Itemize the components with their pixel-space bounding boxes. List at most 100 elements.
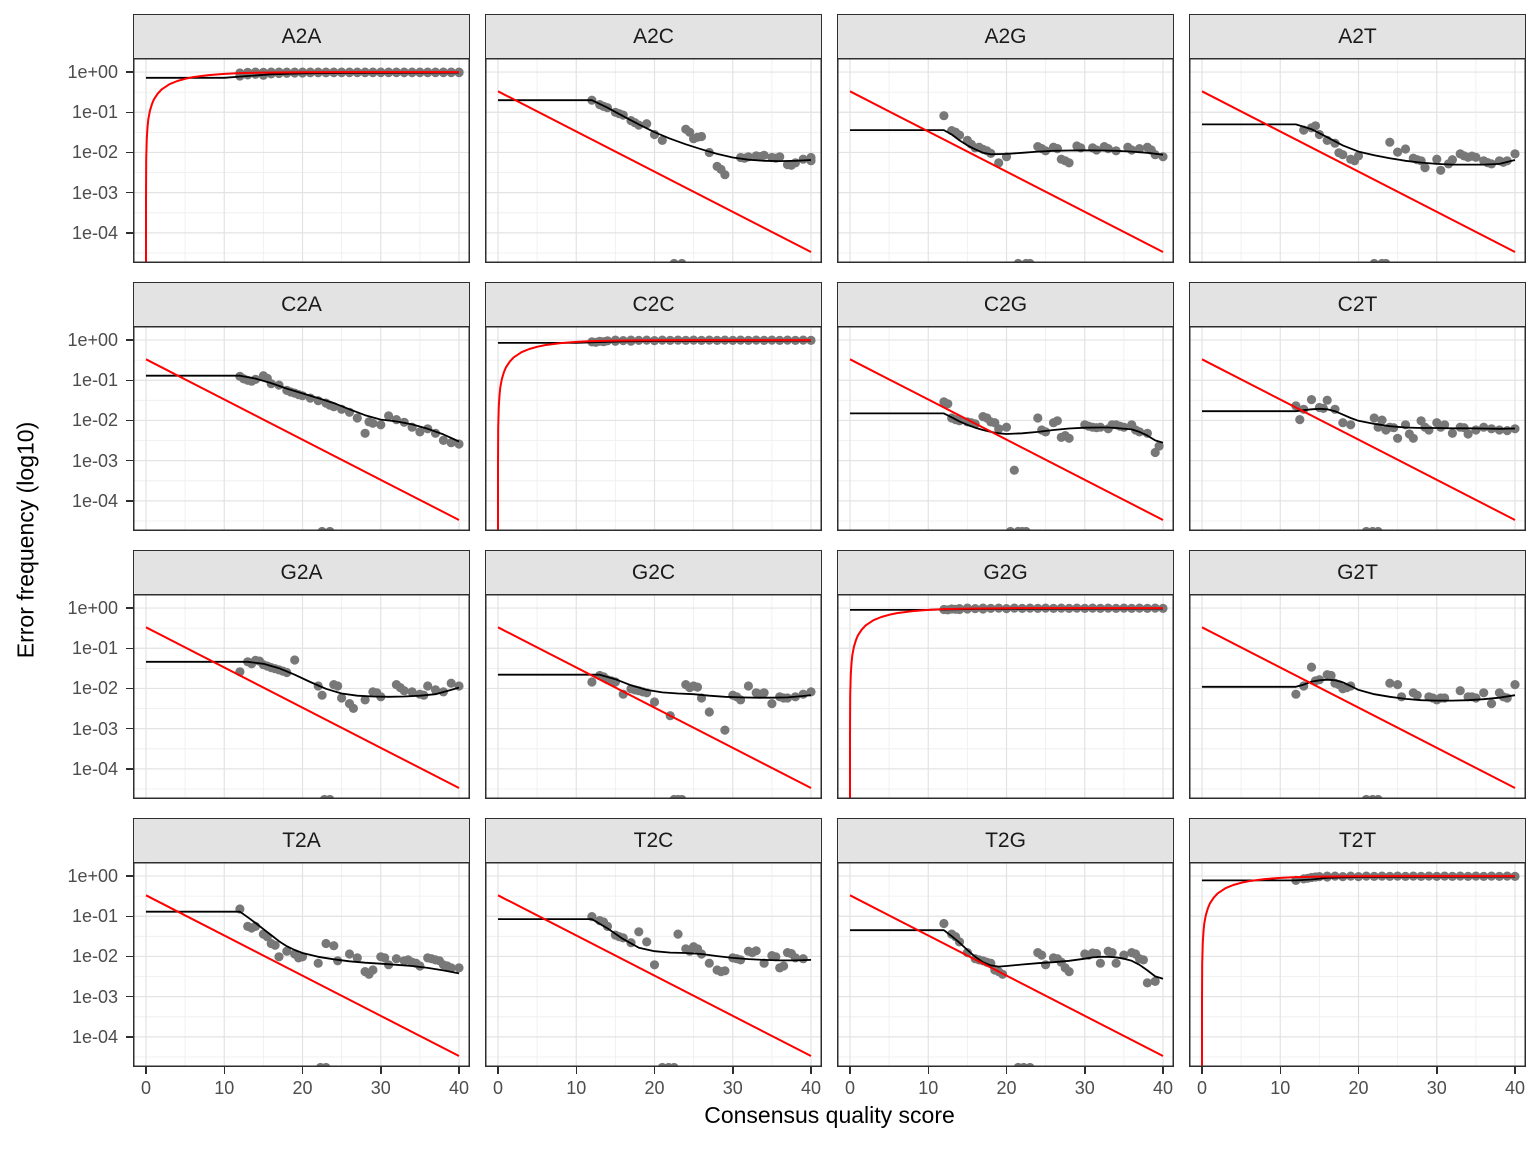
- nominal-q-line: [1201, 626, 1516, 789]
- nominal-q-line: [145, 358, 460, 521]
- panel-border: [485, 862, 822, 1067]
- y-tick-mark: [126, 111, 133, 113]
- nominal-q-line: [1201, 875, 1515, 1067]
- y-tick-mark: [126, 232, 133, 234]
- panel-border: [837, 58, 1174, 263]
- facet-strip: T2G: [837, 818, 1174, 862]
- x-tick-label: 40: [800, 1078, 822, 1098]
- facet-strip: C2G: [837, 282, 1174, 326]
- x-tick-mark: [927, 1067, 929, 1074]
- x-tick-mark: [380, 1067, 382, 1074]
- x-tick-mark: [1436, 1067, 1438, 1074]
- facet-label: T2C: [633, 828, 674, 852]
- gridlines: [1189, 594, 1526, 799]
- x-tick-mark: [1201, 1067, 1203, 1074]
- x-tick-label: 10: [214, 1078, 235, 1098]
- gridlines: [485, 862, 822, 1067]
- x-tick-label: 10: [566, 1078, 587, 1098]
- x-tick-mark: [1279, 1067, 1281, 1074]
- gridlines: [133, 326, 470, 531]
- data-layer: [849, 90, 1168, 263]
- facet-panel: [837, 594, 1174, 799]
- y-tick-label: 1e+00: [67, 866, 118, 887]
- facet-label: A2C: [633, 24, 674, 48]
- nominal-q-line: [849, 358, 1164, 521]
- nominal-q-line: [497, 339, 811, 531]
- facet-C2G: C2G: [837, 282, 1174, 531]
- data-layer: [145, 67, 464, 263]
- x-tick-label: 20: [996, 1078, 1017, 1098]
- facet-label: G2T: [1337, 560, 1378, 584]
- facet-label: A2G: [984, 24, 1027, 48]
- facet-panel: [133, 326, 470, 531]
- facet-strip: C2A: [133, 282, 470, 326]
- facet-label: C2G: [983, 292, 1028, 316]
- facet-G2T: G2T: [1189, 550, 1526, 799]
- y-tick-mark: [126, 768, 133, 770]
- data-layer: [145, 358, 464, 531]
- panel-border: [133, 326, 470, 531]
- observed-points: [235, 655, 464, 799]
- fitted-error-line: [1202, 407, 1516, 430]
- panel-border: [485, 326, 822, 531]
- x-tick-label: 20: [292, 1078, 313, 1098]
- x-tick-mark: [1005, 1067, 1008, 1074]
- y-tick-mark: [126, 995, 133, 998]
- x-tick-mark: [1357, 1067, 1360, 1074]
- nominal-q-line: [849, 607, 1163, 799]
- facet-G2A: G2A: [133, 550, 470, 799]
- y-tick-label: 1e+00: [67, 330, 118, 351]
- y-tick-label: 1e-03: [71, 450, 118, 471]
- x-tick-mark: [223, 1067, 225, 1074]
- facet-label: C2A: [281, 292, 322, 316]
- x-tick-mark: [1084, 1067, 1086, 1074]
- x-tick-mark: [1162, 1067, 1164, 1074]
- facet-T2G: T2G: [837, 818, 1174, 1067]
- facet-T2T: T2T: [1189, 818, 1526, 1067]
- y-tick-label: 1e-03: [71, 986, 118, 1007]
- facet-label: T2T: [1338, 828, 1377, 852]
- facet-strip: G2T: [1189, 550, 1526, 594]
- data-layer: [145, 626, 464, 799]
- facet-label: G2A: [280, 560, 323, 584]
- facet-panel: [133, 862, 470, 1067]
- y-tick-label: 1e-01: [71, 638, 118, 659]
- nominal-q-line: [497, 894, 812, 1057]
- facet-panel: [837, 326, 1174, 531]
- data-layer: [1201, 626, 1520, 799]
- y-tick-label: 1e+00: [67, 598, 118, 619]
- data-layer: [497, 335, 816, 531]
- gridlines: [485, 594, 822, 799]
- x-tick-mark: [145, 1067, 147, 1074]
- y-tick-label: 1e-01: [71, 906, 118, 927]
- data-layer: [1201, 90, 1520, 263]
- facet-A2A: A2A: [133, 14, 470, 263]
- facet-label: C2C: [632, 292, 675, 316]
- panel-border: [485, 58, 822, 263]
- y-tick-mark: [126, 379, 133, 381]
- facet-C2T: C2T: [1189, 282, 1526, 531]
- fitted-error-line: [146, 910, 460, 975]
- data-layer: [849, 603, 1168, 799]
- facet-A2T: A2T: [1189, 14, 1526, 263]
- nominal-q-line: [497, 626, 812, 789]
- facet-panel: [133, 594, 470, 799]
- facet-strip: G2G: [837, 550, 1174, 594]
- facet-label: G2C: [631, 560, 676, 584]
- panel-border: [133, 594, 470, 799]
- x-tick-label: 40: [448, 1078, 470, 1098]
- x-tick-label: 30: [1426, 1078, 1447, 1098]
- facet-panel: [837, 862, 1174, 1067]
- y-tick-mark: [126, 1036, 133, 1038]
- x-tick-label: 0: [1196, 1078, 1207, 1098]
- facet-strip: T2A: [133, 818, 470, 862]
- x-tick-label: 40: [1152, 1078, 1174, 1098]
- x-tick-label: 30: [370, 1078, 391, 1098]
- y-tick-mark: [126, 647, 133, 649]
- y-tick-mark: [126, 687, 133, 690]
- y-tick-mark: [126, 71, 133, 73]
- y-tick-label: 1e-04: [71, 758, 118, 779]
- data-layer: [1201, 871, 1520, 1067]
- y-tick-mark: [126, 191, 133, 194]
